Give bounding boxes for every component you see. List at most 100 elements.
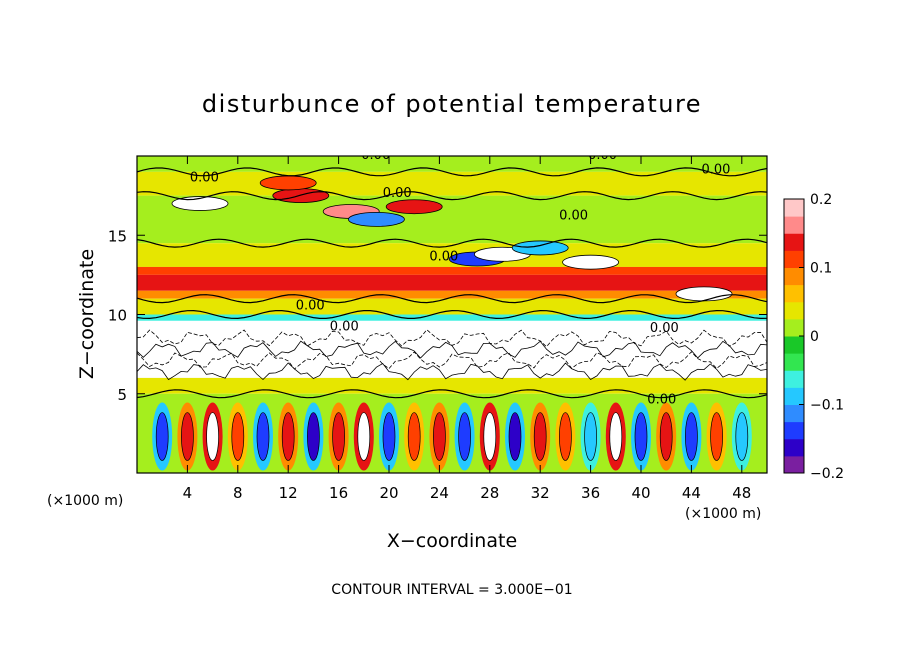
x-tick-label: 8 [233, 484, 243, 502]
wave-cell [706, 402, 727, 471]
contour-label: 0.00 [383, 186, 412, 201]
x-tick-label: 28 [480, 484, 499, 502]
wave-cell [580, 402, 601, 471]
field-band [137, 156, 767, 172]
field-structure [512, 240, 569, 255]
colorbar-swatch [784, 267, 804, 286]
colorbar: 0.2 0.1 0 −0.1 −0.2 [783, 192, 844, 482]
colorbar-swatch [784, 199, 804, 217]
wave-cell [530, 402, 551, 471]
field-band [137, 298, 767, 315]
field-structure [260, 175, 317, 190]
zero-contour [137, 191, 767, 201]
colorbar-swatch [784, 233, 804, 251]
wave-cell [605, 402, 626, 471]
field-band [137, 195, 767, 244]
zero-contour [137, 309, 767, 320]
contour-label: 0.00 [361, 148, 390, 163]
x-tick-label: 48 [732, 484, 751, 502]
colorbar-swatch [784, 284, 804, 303]
zero-contour [137, 167, 767, 177]
colorbar-swatch [784, 387, 804, 405]
x-tick-label: 40 [631, 484, 650, 502]
colorbar-swatch [784, 370, 804, 388]
x-tick-label: 24 [430, 484, 449, 502]
contour-label: 0.00 [296, 299, 325, 314]
wave-cell [681, 402, 702, 471]
x-axis-label: X−coordinate [387, 530, 517, 552]
y-tick-label: 15 [108, 227, 127, 245]
x-unit-right: (×1000 m) [685, 506, 761, 522]
wave-cell [202, 402, 223, 471]
field-band [137, 314, 767, 321]
wave-cell [278, 402, 299, 471]
colorbar-tick-label: 0.1 [810, 261, 832, 277]
x-unit-left: (×1000 m) [47, 493, 123, 509]
contour-line [137, 329, 767, 348]
colorbar-tick-label: 0.2 [810, 192, 832, 208]
colorbar-swatch [784, 421, 804, 440]
contour-label: 0.00 [330, 319, 359, 334]
contour-line [137, 362, 767, 381]
field-structure [562, 255, 619, 270]
field-band [137, 290, 767, 299]
x-tick-label: 20 [379, 484, 398, 502]
wave-cell [379, 402, 399, 471]
x-tick-label: 44 [682, 484, 701, 502]
x-tick-label: 36 [581, 484, 600, 502]
contour-interval-note: CONTOUR INTERVAL = 3.000E−01 [331, 582, 572, 598]
structure-contour [347, 211, 405, 227]
x-tick-label: 32 [531, 484, 550, 502]
wave-cell [152, 402, 173, 471]
colorbar-swatch [784, 404, 804, 423]
wave-cell [555, 402, 576, 471]
zero-contour [137, 389, 767, 399]
wave-cell [505, 402, 525, 471]
wave-cell [631, 402, 651, 471]
field-structure [386, 199, 443, 214]
contour-line [137, 351, 767, 370]
colorbar-swatch [784, 438, 804, 457]
zero-contour [137, 238, 767, 248]
colorbar-swatch [784, 318, 804, 337]
field-structure [348, 212, 405, 227]
y-tick-label: 5 [117, 386, 127, 404]
colorbar-tick-label: −0.2 [810, 466, 844, 482]
wave-cell [177, 402, 198, 471]
x-tick-label: 16 [329, 484, 348, 502]
colorbar-swatch [784, 353, 804, 371]
field-band [137, 266, 767, 275]
field-structure [676, 286, 732, 301]
zero-contour [137, 294, 767, 304]
colorbar-swatch [784, 455, 804, 474]
x-tick-label: 4 [183, 484, 193, 502]
structure-contour [171, 196, 229, 211]
structure-contour [562, 254, 619, 270]
structure-contour [385, 199, 443, 215]
chart-title: disturbunce of potential temperature [202, 90, 702, 118]
colorbar-swatch [784, 250, 804, 268]
structure-contour [511, 240, 569, 256]
contour-label: 0.00 [647, 392, 676, 407]
wave-cell [227, 402, 248, 471]
wave-cell [731, 402, 752, 471]
colorbar-tick-label: 0 [810, 329, 819, 345]
colorbar-tick-label: −0.1 [810, 398, 844, 414]
wave-cell [656, 402, 677, 471]
colorbar-swatch [784, 216, 804, 234]
contour-label: 0.00 [588, 148, 617, 163]
wave-cell [353, 402, 374, 471]
contour-label: 0.00 [650, 321, 679, 336]
y-axis: 5 10 15 [108, 227, 767, 404]
colorbar-swatch [784, 301, 804, 320]
y-axis-label: Z−coordinate [76, 249, 98, 379]
wave-cell [404, 402, 425, 471]
x-tick-label: 12 [279, 484, 298, 502]
field-band [137, 274, 767, 291]
colorbar-swatch [784, 336, 804, 354]
contour-label: 0.00 [559, 208, 588, 223]
wave-cell [429, 402, 450, 471]
wave-cell [479, 402, 500, 471]
contour-label: 0.00 [190, 170, 219, 185]
